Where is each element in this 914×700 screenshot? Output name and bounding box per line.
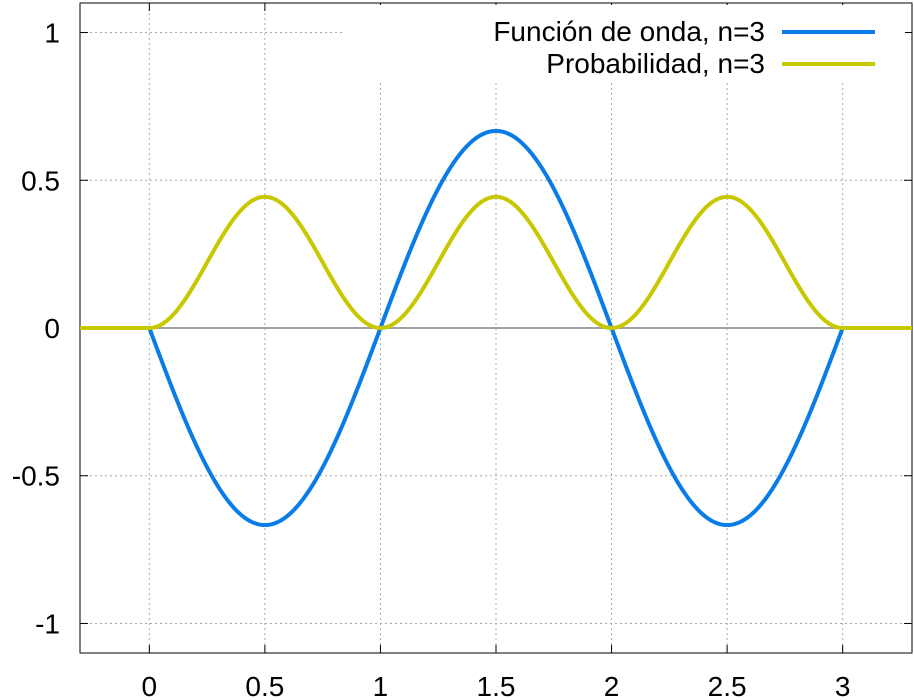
x-tick-label: 1 — [373, 671, 389, 700]
y-tick-label: -1 — [35, 608, 60, 639]
x-tick-labels: 0 0.5 1 1.5 2 2.5 3 — [142, 671, 851, 700]
series-line-1 — [79, 128, 913, 528]
y-tick-labels: -1 -0.5 0 0.5 1 — [12, 18, 60, 640]
legend-label-2: Probabilidad, n=3 — [546, 48, 765, 79]
x-tick-label: 1.5 — [477, 671, 516, 700]
y-tick-label: 0.5 — [21, 165, 60, 196]
series-group — [79, 128, 913, 528]
x-tick-label: 2 — [604, 671, 620, 700]
legend-background — [345, 5, 905, 83]
x-tick-label: 2.5 — [708, 671, 747, 700]
x-tick-label: 0 — [142, 671, 158, 700]
y-tick-label: 1 — [44, 18, 60, 49]
y-tick-label: 0 — [44, 313, 60, 344]
x-tick-label: 0.5 — [245, 671, 284, 700]
legend-label-1: Función de onda, n=3 — [493, 16, 765, 47]
series-line-2 — [79, 194, 913, 330]
x-tick-label: 3 — [835, 671, 851, 700]
y-tick-label: -0.5 — [12, 461, 60, 492]
